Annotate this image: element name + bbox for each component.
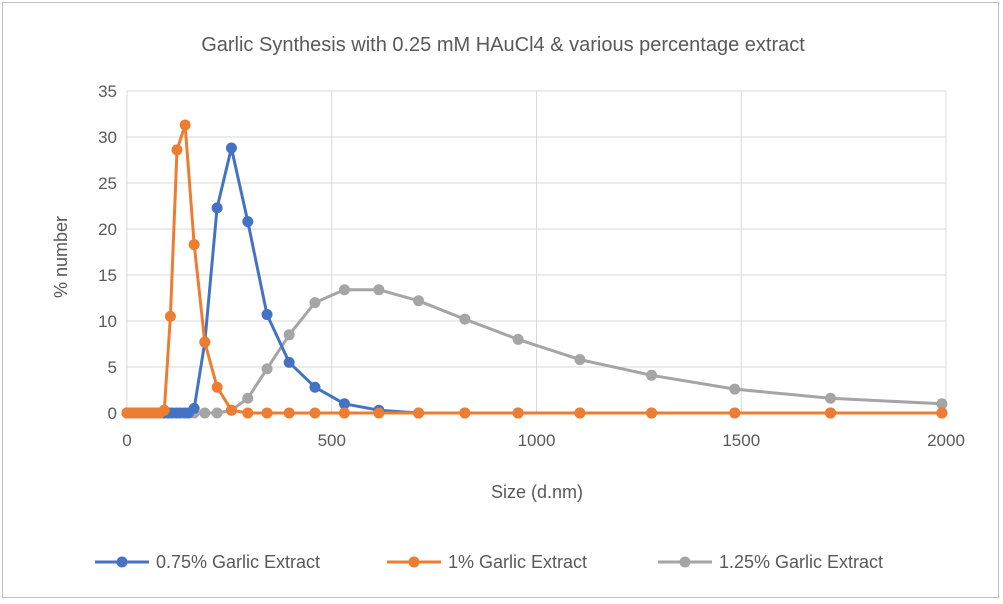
data-point [825, 392, 837, 404]
data-point [646, 369, 658, 381]
data-point [242, 392, 254, 404]
data-point [373, 407, 385, 419]
y-tick-label: 0 [108, 404, 117, 423]
data-point [164, 310, 176, 322]
data-point [283, 407, 295, 419]
data-point [459, 313, 471, 325]
data-point [936, 398, 948, 410]
legend-label: 1% Garlic Extract [448, 552, 587, 572]
data-point [158, 404, 170, 416]
data-point [729, 383, 741, 395]
data-point [188, 239, 200, 251]
data-point [338, 284, 350, 296]
data-point [283, 329, 295, 341]
x-axis-label: Size (d.nm) [491, 482, 583, 502]
data-point [574, 354, 586, 366]
x-tick-label: 0 [122, 431, 131, 450]
legend-label: 1.25% Garlic Extract [719, 552, 883, 572]
data-point [309, 381, 321, 393]
data-point [225, 404, 237, 416]
y-axis-label: % number [51, 216, 71, 298]
data-point [373, 284, 385, 296]
x-tick-label: 500 [318, 431, 346, 450]
data-point [512, 407, 524, 419]
x-tick-label: 1500 [722, 431, 760, 450]
y-tick-label: 35 [98, 82, 117, 101]
y-tick-label: 25 [98, 174, 117, 193]
y-tick-label: 20 [98, 220, 117, 239]
tick-labels: 0 5 10 15 20 25 30 35 0 500 1000 1500 2000 [98, 82, 965, 450]
legend-item: 1.25% Garlic Extract [658, 552, 883, 572]
x-tick-label: 1000 [518, 431, 556, 450]
chart-title: Garlic Synthesis with 0.25 mM HAuCl4 & v… [201, 34, 805, 56]
data-point [825, 407, 837, 419]
data-point [309, 297, 321, 309]
series-3 [121, 284, 948, 419]
data-point [729, 407, 741, 419]
legend-item: 1% Garlic Extract [387, 552, 587, 572]
series-1 [121, 142, 948, 419]
data-point [338, 398, 350, 410]
legend-marker [679, 556, 691, 568]
legend-marker [408, 556, 420, 568]
data-point [338, 407, 350, 419]
legend-label: 0.75% Garlic Extract [156, 552, 320, 572]
data-point [211, 202, 223, 214]
data-point [261, 363, 273, 375]
y-tick-label: 30 [98, 128, 117, 147]
data-point [459, 407, 471, 419]
legend: 0.75% Garlic Extract 1% Garlic Extract 1.2… [95, 552, 883, 572]
line-chart: Garlic Synthesis with 0.25 mM HAuCl4 & v… [51, 34, 965, 572]
data-point [261, 309, 273, 321]
data-point [242, 216, 254, 228]
gridlines [126, 90, 947, 414]
series-layer [121, 119, 948, 419]
data-point [309, 407, 321, 419]
data-point [171, 144, 183, 156]
series-line [127, 123, 942, 415]
data-point [261, 407, 273, 419]
legend-marker [116, 556, 128, 568]
data-point [199, 407, 211, 419]
data-point [512, 333, 524, 345]
data-point [179, 119, 191, 131]
data-point [574, 407, 586, 419]
data-point [188, 402, 200, 414]
data-point [646, 407, 658, 419]
data-point [211, 407, 223, 419]
data-point [283, 356, 295, 368]
x-tick-label: 2000 [927, 431, 965, 450]
data-point [211, 381, 223, 393]
data-point [225, 142, 237, 154]
data-point [413, 407, 425, 419]
data-point [242, 407, 254, 419]
y-tick-label: 15 [98, 266, 117, 285]
y-tick-label: 5 [108, 358, 117, 377]
y-tick-label: 10 [98, 312, 117, 331]
data-point [413, 295, 425, 307]
data-point [199, 336, 211, 348]
series-2 [121, 119, 948, 419]
legend-item: 0.75% Garlic Extract [95, 552, 320, 572]
data-point [936, 407, 948, 419]
series-line [127, 146, 942, 415]
